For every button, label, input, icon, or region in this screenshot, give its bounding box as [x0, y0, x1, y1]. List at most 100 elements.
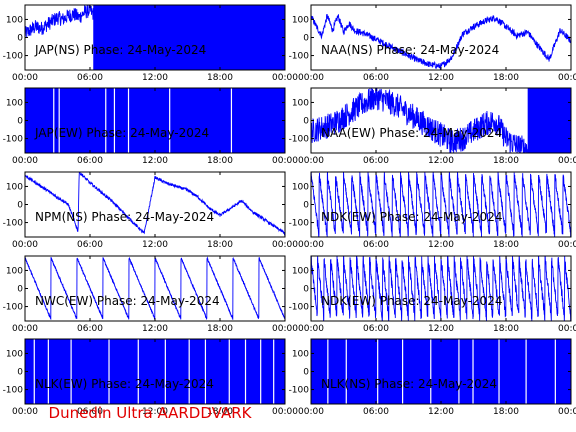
x-tick-label: 18:00	[493, 407, 519, 417]
x-tick-label: 18:00	[493, 240, 519, 250]
chart-title: JAP(NS) Phase: 24-May-2024	[34, 43, 206, 57]
y-tick-label: -100	[289, 386, 310, 396]
y-tick-label: 100	[292, 266, 309, 276]
x-tick-label: 00:00	[272, 240, 298, 250]
series-gap	[113, 88, 116, 153]
chart-panel: 00:00 06:00 12:00 18:00 00:00 -100 0 100 NWC(EW)…	[3, 255, 298, 334]
x-tick-label: 06:00	[77, 407, 103, 417]
series-gap	[47, 339, 49, 404]
series-gap	[164, 339, 166, 404]
series-gap	[458, 339, 460, 404]
chart-title: NLK(NS) Phase: 24-May-2024	[321, 377, 497, 391]
x-tick-label: 00:00	[12, 73, 38, 83]
series-fill-band	[25, 339, 285, 404]
plot-area	[25, 172, 285, 236]
chart-title: NDK(EW) Phase: 24-May-2024	[321, 294, 502, 308]
y-tick-label: 0	[17, 201, 23, 211]
series-gap	[244, 339, 247, 404]
y-tick-label: -100	[289, 135, 310, 145]
chart-panel: 00:00 06:00 12:00 18:00 00:00 -100 0 100 NAA(NS)…	[289, 4, 576, 83]
series-gap	[105, 88, 107, 153]
series-gap	[525, 339, 527, 404]
series-gap	[402, 339, 404, 404]
x-tick-label: 18:00	[493, 156, 519, 166]
chart-title: NLK(EW) Phase: 24-May-2024	[35, 377, 214, 391]
chart-panel: 00:00 06:00 12:00 18:00 00:00 -100 0 100 NPM(NS)…	[3, 171, 298, 250]
x-tick-label: 12:00	[428, 240, 454, 250]
chart-panel: 00:00 06:00 12:00 18:00 00:00 -100 0 100 JAP(EW)…	[3, 87, 298, 166]
x-tick-label: 06:00	[77, 324, 103, 334]
plot-area	[311, 339, 571, 404]
y-tick-label: -100	[3, 52, 24, 62]
x-tick-label: 06:00	[363, 240, 389, 250]
x-tick-label: 12:00	[142, 73, 168, 83]
chart-panel: 00:00 06:00 12:00 18:00 00:00 -100 0 100 NDK(EW)…	[289, 255, 576, 334]
series-gap	[33, 339, 35, 404]
x-tick-label: 00:00	[298, 73, 324, 83]
series-gap	[188, 339, 190, 404]
x-tick-label: 12:00	[428, 407, 454, 417]
x-tick-label: 06:00	[77, 156, 103, 166]
series-fill-band	[311, 339, 571, 404]
chart-title: NDK(EW) Phase: 24-May-2024	[321, 210, 502, 224]
series-gap	[554, 339, 556, 404]
x-tick-label: 06:00	[77, 73, 103, 83]
x-tick-label: 18:00	[207, 407, 233, 417]
series-gap	[345, 339, 347, 404]
chart-title: JAP(EW) Phase: 24-May-2024	[34, 126, 209, 140]
x-tick-label: 00:00	[298, 407, 324, 417]
y-tick-label: -100	[3, 303, 24, 313]
y-tick-label: 100	[292, 98, 309, 108]
y-tick-label: 100	[6, 98, 23, 108]
x-tick-label: 00:00	[558, 240, 576, 250]
chart-panel: 00:00 06:00 12:00 18:00 00:00 -100 0 100 NAA(EW)…	[289, 87, 576, 166]
y-tick-label: 0	[303, 285, 309, 295]
series-line	[311, 256, 571, 321]
x-tick-label: 06:00	[363, 73, 389, 83]
y-tick-label: 100	[6, 182, 23, 192]
y-tick-label: 0	[17, 34, 23, 44]
x-tick-label: 18:00	[493, 324, 519, 334]
x-tick-label: 12:00	[428, 156, 454, 166]
x-tick-label: 00:00	[272, 324, 298, 334]
series-gap	[273, 339, 275, 404]
x-tick-label: 06:00	[363, 324, 389, 334]
series-gap	[228, 339, 230, 404]
y-tick-label: -100	[289, 219, 310, 229]
x-tick-label: 00:00	[272, 407, 298, 417]
x-tick-label: 12:00	[428, 324, 454, 334]
x-tick-label: 12:00	[428, 73, 454, 83]
y-tick-label: 100	[292, 15, 309, 25]
series-line	[25, 256, 285, 321]
x-tick-label: 00:00	[12, 324, 38, 334]
x-tick-label: 00:00	[12, 156, 38, 166]
x-tick-label: 00:00	[298, 240, 324, 250]
series-gap	[377, 339, 379, 404]
y-tick-label: 0	[17, 368, 23, 378]
x-tick-label: 00:00	[558, 156, 576, 166]
chart-panel: 00:00 06:00 12:00 18:00 00:00 -100 0 100 NLK(NS)…	[289, 338, 576, 417]
series-gap	[327, 339, 329, 404]
y-tick-label: 100	[292, 182, 309, 192]
plot-area	[311, 14, 571, 70]
series-fill-band	[93, 5, 285, 70]
plot-area	[25, 256, 285, 321]
chart-panel: 00:00 06:00 12:00 18:00 00:00 -100 0 100 NLK(EW)…	[3, 338, 298, 417]
series-line	[25, 5, 94, 38]
series-fill-band	[527, 88, 571, 153]
series-gap	[137, 339, 139, 404]
series-gap	[53, 88, 55, 153]
plot-area	[311, 256, 571, 321]
plot-area	[311, 88, 571, 153]
x-tick-label: 06:00	[363, 407, 389, 417]
chart-title: NWC(EW) Phase: 24-May-2024	[35, 294, 220, 308]
x-tick-label: 18:00	[207, 240, 233, 250]
x-tick-label: 18:00	[207, 324, 233, 334]
series-gap	[127, 88, 130, 153]
y-tick-label: -100	[3, 219, 24, 229]
y-tick-label: 100	[292, 349, 309, 359]
series-gap	[472, 339, 474, 404]
y-tick-label: 100	[6, 266, 23, 276]
series-gap	[430, 339, 432, 404]
